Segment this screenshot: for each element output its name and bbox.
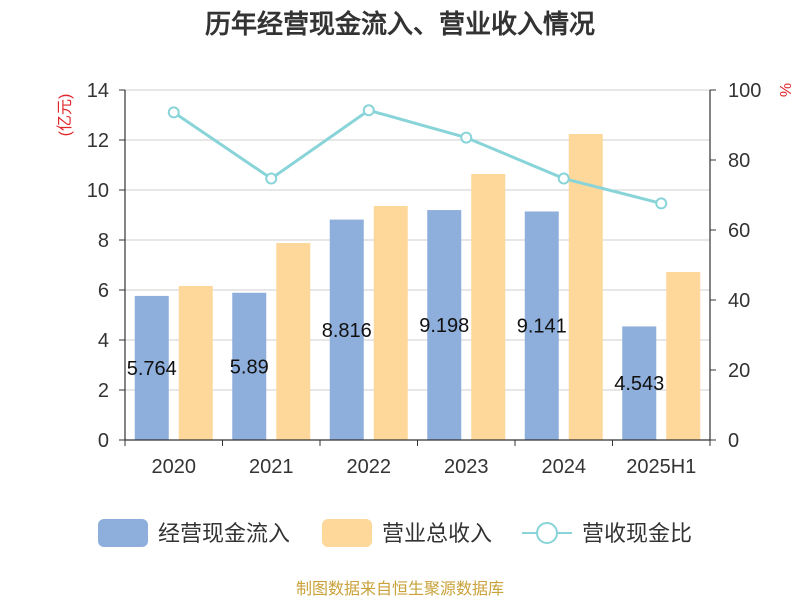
data-label: 8.816 [322, 320, 372, 342]
y2-axis-tick-label: 80 [728, 150, 750, 172]
bar-revenue [373, 206, 408, 440]
line-series [167, 104, 668, 210]
data-label: 5.89 [230, 356, 269, 378]
y-axis-label: (亿元) [56, 94, 74, 137]
line-point-cash-ratio [167, 106, 180, 119]
legend-label-cash-inflow: 经营现金流入 [158, 521, 290, 546]
line-point-cash-ratio [265, 172, 278, 185]
legend-item-cash-ratio[interactable]: 营收现金比 [522, 521, 692, 546]
x-axis-tick-label: 2022 [347, 456, 392, 478]
y2-axis-tick-label: 40 [728, 290, 750, 312]
chart-title: 历年经营现金流入、营业收入情况 [205, 9, 595, 39]
y-axis-tick-label: 10 [87, 180, 109, 202]
source-note: 制图数据来自恒生聚源数据库 [296, 580, 504, 598]
axes: 0 2 4 6 8 10 12 14 0 20 40 60 80 100 2020 2021 2022 2023 2… [87, 80, 762, 478]
x-axis-tick-label: 2020 [152, 456, 197, 478]
legend: 经营现金流入 营业总收入 营收现金比 [98, 519, 692, 547]
bar-series [134, 134, 701, 440]
legend-label-cash-ratio: 营收现金比 [582, 521, 692, 546]
y-axis-tick-label: 8 [98, 230, 109, 252]
bar-cash-inflow [134, 295, 169, 440]
bar-cash-inflow [427, 210, 462, 440]
line-point-cash-ratio [362, 104, 375, 117]
y-axis-tick-label: 6 [98, 280, 109, 302]
x-axis-tick-label: 2023 [444, 456, 489, 478]
data-label: 4.543 [614, 373, 664, 395]
bar-revenue [276, 243, 311, 440]
y2-axis-tick-label: 0 [728, 430, 739, 452]
y2-axis-tick-label: 60 [728, 220, 750, 242]
y-axis-tick-label: 2 [98, 380, 109, 402]
data-label: 9.141 [517, 316, 567, 338]
data-label: 5.764 [127, 358, 177, 380]
x-axis-tick-label: 2021 [249, 456, 294, 478]
bar-revenue [471, 174, 506, 440]
y2-axis-label: % [776, 83, 793, 97]
bar-cash-inflow [232, 292, 267, 440]
x-axis-tick-label: 2025H1 [626, 456, 696, 478]
line-point-cash-ratio [557, 172, 570, 185]
legend-label-revenue: 营业总收入 [382, 521, 492, 546]
gridlines [125, 89, 710, 441]
bar-cash-inflow [622, 326, 657, 440]
legend-item-revenue[interactable]: 营业总收入 [322, 519, 492, 547]
y2-axis-tick-label: 100 [728, 80, 761, 102]
y2-axis-tick-label: 20 [728, 360, 750, 382]
bar-revenue [666, 272, 701, 440]
y-axis-tick-label: 0 [98, 430, 109, 452]
legend-swatch-cash-inflow [98, 519, 148, 547]
legend-item-cash-inflow[interactable]: 经营现金流入 [98, 519, 290, 547]
bar-cash-inflow [329, 219, 364, 440]
bar-cash-inflow [524, 211, 559, 440]
y-axis-tick-label: 4 [98, 330, 109, 352]
bar-revenue [178, 286, 213, 440]
y-axis-tick-label: 14 [87, 80, 109, 102]
data-label: 9.198 [419, 315, 469, 337]
y-axis-tick-label: 12 [87, 130, 109, 152]
x-axis-tick-label: 2024 [542, 456, 587, 478]
line-point-cash-ratio [460, 131, 473, 144]
line-cash-ratio [172, 108, 662, 205]
legend-swatch-marker-cash-ratio [536, 522, 558, 544]
line-point-cash-ratio [655, 197, 668, 210]
legend-swatch-revenue [322, 519, 372, 547]
data-labels: 5.764 5.89 8.816 9.198 9.141 4.543 [127, 315, 665, 395]
